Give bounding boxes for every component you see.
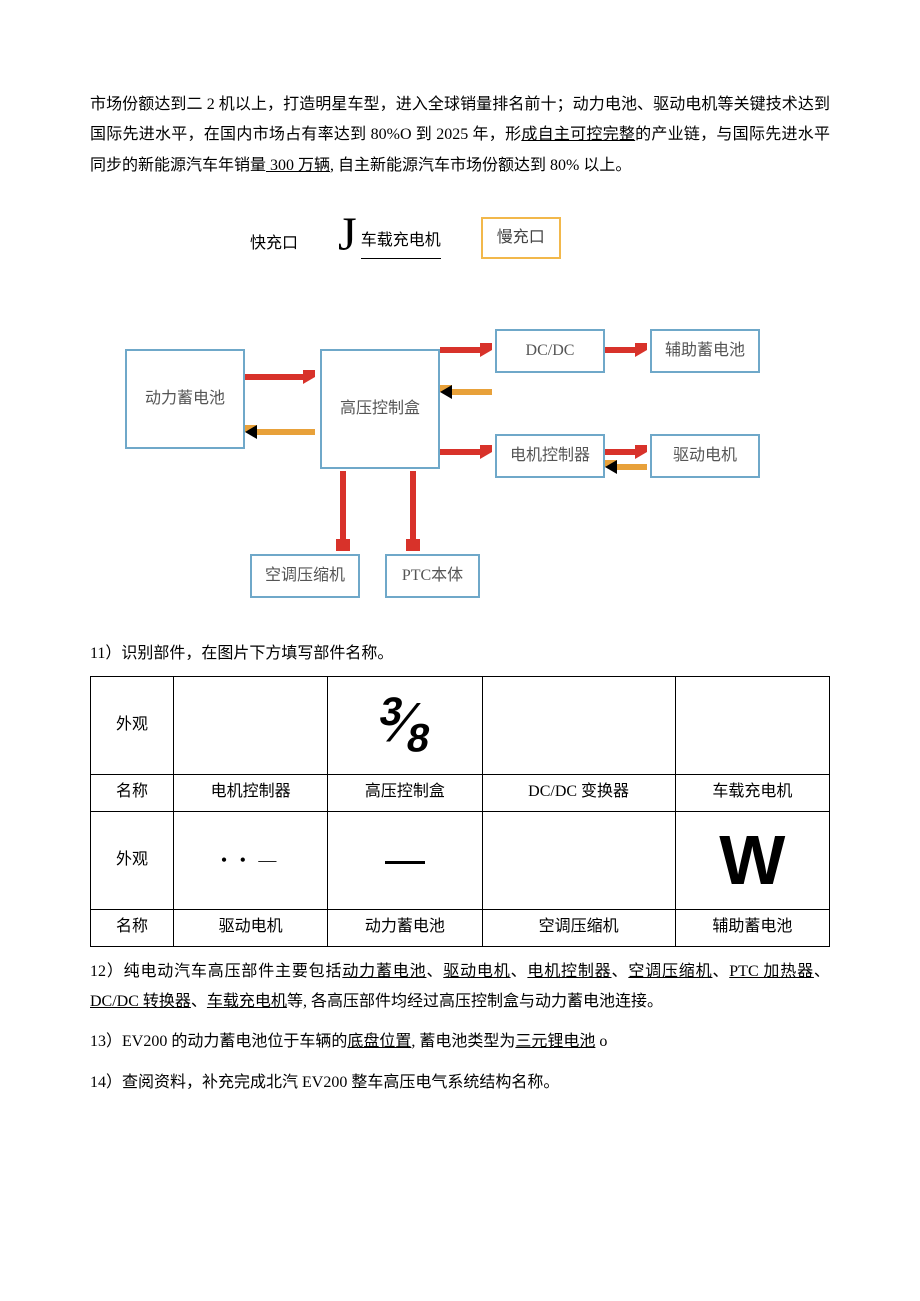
- q12-u5: DC/DC 转换器: [90, 993, 191, 1010]
- node-dcdc: DC/DC: [495, 329, 605, 373]
- node-aux: 辅助蓄电池: [650, 329, 760, 373]
- q12-u3: 空调压缩机: [628, 963, 712, 980]
- intro-paragraph: 市场份额达到二 2 机以上，打造明星车型，进入全球销量排名前十；动力电池、驱动电…: [90, 90, 830, 181]
- row1-head: 外观: [91, 676, 174, 774]
- arrow-9: [410, 471, 416, 541]
- arrow-8: [340, 471, 346, 541]
- node-mcu: 电机控制器: [495, 434, 605, 478]
- name-1-1: 电机控制器: [174, 774, 328, 811]
- arrow-1: [255, 429, 315, 435]
- q13-pre: 13）EV200 的动力蓄电池位于车辆的: [90, 1033, 347, 1050]
- cell-img-2-1: • • —: [174, 811, 328, 909]
- q13-post: o: [595, 1033, 607, 1050]
- cell-img-1-2: 3⁄8: [328, 676, 482, 774]
- cell-img-2-4: W: [675, 811, 829, 909]
- cell-img-2-3: [482, 811, 675, 909]
- arrow-0: [245, 374, 305, 380]
- row2-name-head: 名称: [91, 909, 174, 946]
- node-ac: 空调压缩机: [250, 554, 360, 598]
- slow-charge-box: 慢充口: [481, 217, 561, 259]
- arrow-2: [440, 347, 482, 353]
- name-1-2: 高压控制盒: [328, 774, 482, 811]
- cell-img-1-1: [174, 676, 328, 774]
- row2-head: 外观: [91, 811, 174, 909]
- node-ptc: PTC本体: [385, 554, 480, 598]
- charge-ports-row: 快充口 J 车载充电机 慢充口: [90, 211, 830, 259]
- arrow-6: [605, 449, 637, 455]
- q13-mid: , 蓄电池类型为: [411, 1033, 515, 1050]
- onboard-charger-block: J 车载充电机: [338, 211, 441, 259]
- letter-w: W: [719, 821, 785, 899]
- node-battery: 动力蓄电池: [125, 349, 245, 449]
- q11-text: 11）识别部件，在图片下方填写部件名称。: [90, 639, 830, 669]
- name-2-4: 辅助蓄电池: [675, 909, 829, 946]
- node-hvbox: 高压控制盒: [320, 349, 440, 469]
- q12-pre: 12）纯电动汽车高压部件主要包括: [90, 963, 342, 980]
- hv-system-flowchart: 动力蓄电池高压控制盒DC/DC辅助蓄电池电机控制器驱动电机空调压缩机PTC本体: [125, 319, 755, 629]
- q13-u2: 三元锂电池: [515, 1033, 595, 1050]
- component-table: 外观 3⁄8 名称 电机控制器 高压控制盒 DC/DC 变换器 车载充电机 外观…: [90, 676, 830, 947]
- q14-text: 14）查阅资料，补充完成北汽 EV200 整车高压电气系统结构名称。: [90, 1068, 830, 1098]
- intro-text-3: , 自主新能源汽车市场份额达到 80% 以上。: [330, 157, 631, 174]
- intro-underline-1: 成自主可控完整: [521, 126, 635, 143]
- name-2-3: 空调压缩机: [482, 909, 675, 946]
- name-2-2: 动力蓄电池: [328, 909, 482, 946]
- arrow-5: [440, 449, 482, 455]
- intro-underline-2: 300 万辆: [266, 157, 330, 174]
- q12-u0: 动力蓄电池: [342, 963, 426, 980]
- q12-post: 等, 各高压部件均经过高压控制盒与动力蓄电池连接。: [287, 993, 663, 1010]
- name-1-4: 车载充电机: [675, 774, 829, 811]
- name-2-1: 驱动电机: [174, 909, 328, 946]
- q12-text: 12）纯电动汽车高压部件主要包括动力蓄电池、驱动电机、电机控制器、空调压缩机、P…: [90, 957, 830, 1018]
- dash-glyph: [385, 861, 425, 864]
- cell-img-1-4: [675, 676, 829, 774]
- fraction-3-8: 3⁄8: [372, 692, 438, 759]
- arrow-3: [605, 347, 637, 353]
- q12-u6: 车载充电机: [207, 993, 287, 1010]
- q13-text: 13）EV200 的动力蓄电池位于车辆的底盘位置, 蓄电池类型为三元锂电池 o: [90, 1027, 830, 1057]
- q12-u4: PTC 加热器: [729, 963, 814, 980]
- arrow-4: [450, 389, 492, 395]
- q12-u1: 驱动电机: [443, 963, 510, 980]
- q13-u1: 底盘位置: [347, 1033, 411, 1050]
- fast-charge-label: 快充口: [250, 229, 298, 259]
- letter-j: J: [338, 211, 357, 259]
- name-1-3: DC/DC 变换器: [482, 774, 675, 811]
- node-motor: 驱动电机: [650, 434, 760, 478]
- arrow-7: [615, 464, 647, 470]
- cell-img-1-3: [482, 676, 675, 774]
- onboard-charger-label: 车载充电机: [361, 226, 441, 259]
- dots-glyph: • • —: [221, 850, 281, 870]
- row1-name-head: 名称: [91, 774, 174, 811]
- cell-img-2-2: [328, 811, 482, 909]
- q12-u2: 电机控制器: [527, 963, 611, 980]
